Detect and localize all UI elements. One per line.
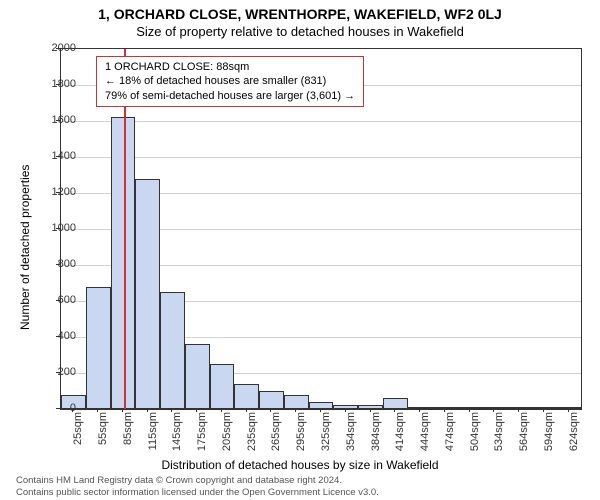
x-tick-mark: [122, 408, 123, 412]
y-tick-mark: [56, 300, 60, 301]
histogram-bar: [86, 287, 111, 409]
annotation-line: ← 18% of detached houses are smaller (83…: [105, 74, 355, 88]
x-tick-label: 504sqm: [469, 412, 481, 452]
histogram-bar: [135, 179, 160, 409]
x-tick-mark: [270, 408, 271, 412]
x-tick-label: 55sqm: [97, 412, 109, 452]
x-tick-label: 145sqm: [171, 412, 183, 452]
x-tick-label: 414sqm: [394, 412, 406, 452]
annotation-box: 1 ORCHARD CLOSE: 88sqm← 18% of detached …: [96, 56, 364, 107]
x-tick-mark: [518, 408, 519, 412]
x-tick-label: 175sqm: [196, 412, 208, 452]
y-tick-mark: [56, 264, 60, 265]
histogram-bar: [234, 384, 259, 409]
y-axis-label: Number of detached properties: [18, 165, 32, 330]
x-tick-mark: [543, 408, 544, 412]
x-tick-mark: [394, 408, 395, 412]
x-tick-mark: [493, 408, 494, 412]
y-tick-label: 200: [58, 366, 76, 378]
annotation-line: 1 ORCHARD CLOSE: 88sqm: [105, 60, 355, 74]
x-tick-label: 534sqm: [493, 412, 505, 452]
x-tick-mark: [568, 408, 569, 412]
chart-subtitle: Size of property relative to detached ho…: [0, 22, 600, 39]
x-tick-mark: [320, 408, 321, 412]
histogram-bar: [210, 364, 235, 409]
x-tick-mark: [246, 408, 247, 412]
y-tick-label: 400: [58, 330, 76, 342]
histogram-bar: [284, 395, 309, 409]
x-tick-label: 384sqm: [370, 412, 382, 452]
x-tick-mark: [370, 408, 371, 412]
x-tick-mark: [97, 408, 98, 412]
x-tick-label: 235sqm: [246, 412, 258, 452]
x-tick-label: 624sqm: [568, 412, 580, 452]
x-tick-label: 25sqm: [72, 412, 84, 452]
histogram-bar: [185, 344, 210, 409]
x-tick-label: 444sqm: [419, 412, 431, 452]
y-tick-mark: [56, 120, 60, 121]
histogram-bar: [358, 405, 383, 409]
histogram-bar: [111, 117, 136, 409]
x-tick-label: 265sqm: [270, 412, 282, 452]
footer-text: Contains HM Land Registry data © Crown c…: [16, 475, 379, 498]
y-tick-mark: [56, 336, 60, 337]
x-tick-mark: [196, 408, 197, 412]
x-tick-mark: [72, 408, 73, 412]
histogram-bar: [457, 407, 482, 409]
x-tick-label: 354sqm: [345, 412, 357, 452]
x-tick-mark: [221, 408, 222, 412]
x-tick-label: 295sqm: [295, 412, 307, 452]
x-tick-label: 564sqm: [518, 412, 530, 452]
footer-line2: Contains public sector information licen…: [16, 487, 379, 498]
footer-line1: Contains HM Land Registry data © Crown c…: [16, 475, 379, 486]
y-tick-mark: [56, 48, 60, 49]
y-tick-mark: [56, 408, 60, 409]
x-tick-label: 85sqm: [122, 412, 134, 452]
x-tick-mark: [444, 408, 445, 412]
annotation-line: 79% of semi-detached houses are larger (…: [105, 89, 355, 103]
histogram-bar: [333, 405, 358, 409]
histogram-bar: [259, 391, 284, 409]
x-tick-label: 205sqm: [221, 412, 233, 452]
x-tick-mark: [469, 408, 470, 412]
x-tick-mark: [345, 408, 346, 412]
histogram-bar: [531, 407, 556, 409]
y-tick-mark: [56, 84, 60, 85]
grid-line: [61, 157, 581, 158]
x-tick-mark: [419, 408, 420, 412]
grid-line: [61, 121, 581, 122]
x-tick-label: 594sqm: [543, 412, 555, 452]
x-tick-mark: [147, 408, 148, 412]
y-tick-mark: [56, 372, 60, 373]
y-tick-label: 600: [58, 294, 76, 306]
histogram-bar: [432, 407, 457, 409]
histogram-bar: [556, 407, 581, 409]
x-axis-label: Distribution of detached houses by size …: [0, 458, 600, 472]
chart-title: 1, ORCHARD CLOSE, WRENTHORPE, WAKEFIELD,…: [0, 0, 600, 22]
y-tick-mark: [56, 192, 60, 193]
x-tick-label: 115sqm: [147, 412, 159, 452]
y-tick-mark: [56, 228, 60, 229]
histogram-bar: [160, 292, 185, 409]
x-tick-label: 325sqm: [320, 412, 332, 452]
y-tick-label: 800: [58, 258, 76, 270]
x-tick-label: 474sqm: [444, 412, 456, 452]
x-tick-mark: [295, 408, 296, 412]
x-tick-mark: [171, 408, 172, 412]
y-tick-mark: [56, 156, 60, 157]
